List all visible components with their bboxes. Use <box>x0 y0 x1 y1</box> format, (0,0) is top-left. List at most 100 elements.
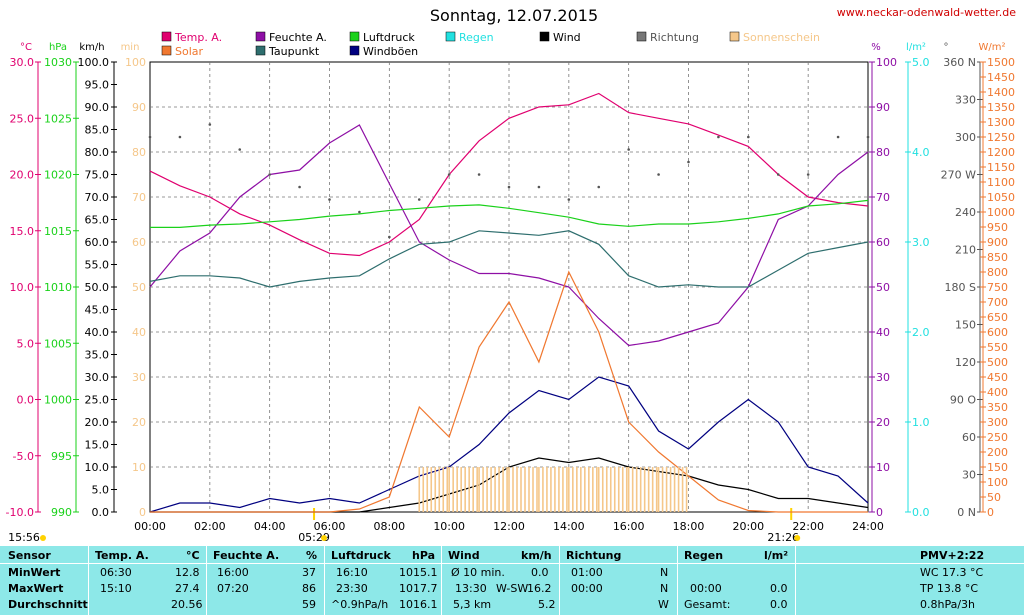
deg-tick-label: 210 <box>955 244 976 257</box>
kmh-tick-label: 80.0 <box>85 146 110 159</box>
time-tick-label: 18:00 <box>673 520 705 533</box>
header-regen: Regen <box>684 549 724 562</box>
deg-tick-label: 240 <box>955 206 976 219</box>
sunrise-marker <box>313 508 316 520</box>
kmh-tick-label: 100.0 <box>78 56 110 69</box>
direction-point <box>178 135 182 139</box>
header-wind-unit: km/h <box>521 549 552 562</box>
axis-unit: km/h <box>79 42 104 53</box>
kmh-tick-label: 90.0 <box>85 101 110 114</box>
kmh-tick-label: 50.0 <box>85 281 110 294</box>
pct-tick-label: 80 <box>876 146 890 159</box>
min-richtung-value: N <box>660 566 669 579</box>
wm2-tick-label: 1150 <box>987 161 1015 174</box>
hpa-tick-label: 1005 <box>44 337 72 350</box>
sunset-label: 21:26 <box>767 531 799 544</box>
direction-point <box>567 198 571 201</box>
pct-tick-label: 0 <box>876 506 883 519</box>
min-wind-value: 0.0 <box>531 566 549 579</box>
wm2-tick-label: 250 <box>987 431 1008 444</box>
axis-unit: W/m² <box>978 42 1005 53</box>
kmh-tick-label: 0.0 <box>92 506 110 519</box>
min-druck-value: 1015.1 <box>399 566 438 579</box>
pct-tick-label: 100 <box>876 56 897 69</box>
kmh-tick-label: 20.0 <box>85 416 110 429</box>
wm2-tick-label: 1200 <box>987 146 1015 159</box>
legend-swatch <box>636 31 647 42</box>
direction-point <box>627 148 630 151</box>
wm2-tick-label: 600 <box>987 326 1008 339</box>
max-feuchte-value: 86 <box>302 582 316 595</box>
wm2-tick-label: 150 <box>987 461 1008 474</box>
direction-point <box>836 135 840 139</box>
direction-point <box>806 173 810 176</box>
lm2-tick-label: 2.0 <box>912 326 930 339</box>
deg-tick-label: 330 <box>955 94 976 107</box>
windchill-value: WC 17.3 °C <box>920 566 984 579</box>
direction-point <box>388 235 391 239</box>
header-pmv: PMV+2:22 <box>920 549 985 562</box>
dewpoint-value: TP 13.8 °C <box>920 582 979 595</box>
deg-tick-label: 60 <box>962 431 976 444</box>
deg-tick-label: 90 O <box>950 394 976 407</box>
pressure-trend-3h: 0.8hPa/3h <box>920 598 976 611</box>
direction-point <box>148 135 152 139</box>
min-richtung-time: 01:00 <box>571 566 603 579</box>
header-feuchte: Feuchte A. <box>213 549 280 562</box>
pct-tick-label: 50 <box>876 281 890 294</box>
time-tick-label: 22:00 <box>792 520 824 533</box>
hpa-tick-label: 1015 <box>44 225 72 238</box>
min-tick-label: 40 <box>132 326 146 339</box>
avg-feuchte-value: 59 <box>302 598 316 611</box>
sunset-marker <box>790 508 793 520</box>
header-temp-unit: °C <box>186 549 200 562</box>
lm2-tick-label: 0.0 <box>912 506 930 519</box>
time-tick-label: 02:00 <box>194 520 226 533</box>
regen-total-label: Gesamt: <box>684 598 731 611</box>
legend-swatch <box>539 31 550 42</box>
avg-druck-value: 1016.1 <box>399 598 438 611</box>
direction-point <box>477 173 481 176</box>
direction-point <box>298 185 301 189</box>
deg-tick-label: 300 <box>955 131 976 144</box>
legend-swatch <box>255 31 266 42</box>
min-tick-label: 100 <box>125 56 146 69</box>
kmh-tick-label: 95.0 <box>85 79 110 92</box>
deg-tick-label: 180 S <box>945 281 976 294</box>
time-tick-label: 06:00 <box>314 520 346 533</box>
direction-point <box>657 173 660 176</box>
temp-tick-label: 5.0 <box>17 337 35 350</box>
direction-point <box>328 198 331 201</box>
min-tick-label: 30 <box>132 371 146 384</box>
wm2-tick-label: 1300 <box>987 116 1015 129</box>
weather-chart: Sonntag, 12.07.2015 www.neckar-odenwald-… <box>6 6 1017 544</box>
deg-tick-label: 0 N <box>957 506 976 519</box>
min-feuchte-value: 37 <box>302 566 316 579</box>
max-druck-time: 23:30 <box>336 582 368 595</box>
min-temp-value: 12.8 <box>175 566 200 579</box>
stats-table: Sensor Temp. A. °C Feuchte A. % Luftdruc… <box>0 546 1024 615</box>
series-line-solar <box>150 270 868 513</box>
legend-swatch <box>445 31 456 42</box>
wm2-tick-label: 1250 <box>987 131 1015 144</box>
direction-point <box>537 185 541 189</box>
header-temp: Temp. A. <box>95 549 149 562</box>
temp-tick-label: 30.0 <box>10 56 35 69</box>
column-divider <box>441 546 442 615</box>
site-url[interactable]: www.neckar-odenwald-wetter.de <box>837 6 1017 19</box>
direction-point <box>507 185 511 189</box>
temp-tick-label: 20.0 <box>10 169 35 182</box>
min-tick-label: 80 <box>132 146 146 159</box>
temp-tick-label: 15.0 <box>10 225 35 238</box>
legend-label: Regen <box>459 31 494 44</box>
header-regen-unit: l/m² <box>764 549 789 562</box>
pct-tick-label: 20 <box>876 416 890 429</box>
max-temp-value: 27.4 <box>175 582 200 595</box>
min-tick-label: 70 <box>132 191 146 204</box>
kmh-tick-label: 35.0 <box>85 349 110 362</box>
time-tick-label: 10:00 <box>433 520 465 533</box>
wm2-tick-label: 50 <box>987 491 1001 504</box>
min-wind-time: Ø 10 min. <box>451 566 505 579</box>
series-line-temp-a <box>149 92 869 257</box>
time-tick-label: 16:00 <box>613 520 645 533</box>
